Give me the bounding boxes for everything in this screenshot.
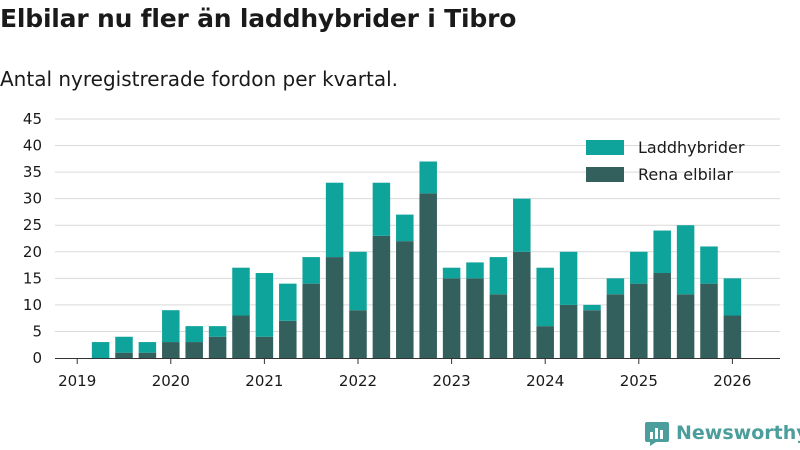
bar-segment-electric <box>396 241 414 358</box>
bar-segment-electric <box>606 294 625 358</box>
bar-segment-electric <box>653 273 671 358</box>
bar-segment-hybrid <box>115 336 133 353</box>
x-tick-label: 2023 <box>433 372 471 390</box>
bar-segment-electric <box>676 294 695 358</box>
bar-segment-hybrid <box>349 251 367 311</box>
bar-segment-hybrid <box>559 251 578 305</box>
bar-segment-hybrid <box>606 278 625 295</box>
bar-segment-electric <box>255 336 274 358</box>
bar-segment-electric <box>208 336 227 358</box>
bar-segment-electric <box>185 342 203 358</box>
x-tick-label: 2024 <box>526 372 564 390</box>
bar-segment-hybrid <box>208 326 227 337</box>
bar-segment-electric <box>466 278 484 358</box>
bar-segment-electric <box>279 320 297 358</box>
legend-label-electric: Rena elbilar <box>638 165 733 184</box>
bar-segment-hybrid <box>536 267 554 327</box>
bar-segment-electric <box>630 283 648 358</box>
legend-swatch-hybrid <box>586 140 624 155</box>
bar-segment-electric <box>115 352 133 358</box>
legend-swatch-electric <box>586 167 624 182</box>
bar-segment-electric <box>583 310 601 358</box>
y-tick-label: 0 <box>32 349 42 367</box>
legend: Laddhybrider Rena elbilar <box>586 138 745 184</box>
chart-title: Elbilar nu fler än laddhybrider i Tibro <box>0 4 517 33</box>
bar-segment-hybrid <box>676 225 695 295</box>
bar-segment-hybrid <box>723 278 742 316</box>
bar-segment-hybrid <box>232 267 250 316</box>
bar-segment-hybrid <box>419 161 437 194</box>
y-tick-label: 35 <box>23 163 42 181</box>
bar-segment-hybrid <box>325 182 344 258</box>
bar-segment-electric <box>372 235 391 358</box>
bar-segment-hybrid <box>466 262 484 279</box>
brand-name: Newsworthy <box>676 422 800 444</box>
bar-segment-hybrid <box>653 230 671 274</box>
bar-segment-electric <box>513 251 531 358</box>
bar-segment-electric <box>536 326 554 358</box>
y-tick-label: 45 <box>23 110 42 128</box>
bar-segment-hybrid <box>138 342 157 353</box>
bar-segment-hybrid <box>91 342 110 358</box>
bar-segment-hybrid <box>185 326 203 343</box>
bar-segment-electric <box>700 283 718 358</box>
bar-segment-hybrid <box>700 246 718 284</box>
bar-segment-electric <box>419 193 437 358</box>
bar-segment-hybrid <box>583 304 601 311</box>
legend-label-hybrid: Laddhybrider <box>638 138 745 157</box>
y-tick-label: 5 <box>32 322 42 340</box>
bar-segment-electric <box>442 278 461 358</box>
bar-segment-electric <box>559 304 578 358</box>
y-tick-label: 25 <box>23 216 42 234</box>
y-tick-label: 10 <box>23 296 42 314</box>
bar-segment-hybrid <box>442 267 461 279</box>
bar-segment-electric <box>489 294 508 358</box>
chart-subtitle: Antal nyregistrerade fordon per kvartal. <box>0 67 399 91</box>
y-tick-label: 20 <box>23 243 42 261</box>
newsworthy-logo-icon <box>645 422 669 446</box>
bar-segment-electric <box>138 352 157 358</box>
x-tick-label: 2019 <box>58 372 96 390</box>
bar-segment-hybrid <box>279 283 297 321</box>
x-tick-label: 2025 <box>620 372 658 390</box>
bar-segment-electric <box>162 342 180 358</box>
x-tick-label: 2021 <box>245 372 283 390</box>
bar-segment-hybrid <box>513 198 531 252</box>
bar-segment-hybrid <box>302 257 320 284</box>
y-tick-label: 40 <box>23 137 42 155</box>
bar-segment-electric <box>325 257 344 358</box>
bar-segment-electric <box>349 310 367 358</box>
bar-segment-electric <box>232 315 250 358</box>
x-tick-label: 2020 <box>152 372 190 390</box>
bar-segment-hybrid <box>372 182 391 236</box>
bar-segment-hybrid <box>630 251 648 284</box>
y-tick-label: 30 <box>23 190 42 208</box>
bar-segment-electric <box>723 315 742 358</box>
bar-segment-hybrid <box>255 273 274 337</box>
x-tick-label: 2026 <box>713 372 751 390</box>
bar-segment-hybrid <box>489 257 508 295</box>
newsworthy-logo: Newsworthy <box>644 420 800 446</box>
y-tick-label: 15 <box>23 269 42 287</box>
x-tick-label: 2022 <box>339 372 377 390</box>
bar-segment-hybrid <box>162 310 180 343</box>
bar-segment-electric <box>302 283 320 358</box>
bar-segment-hybrid <box>396 214 414 242</box>
